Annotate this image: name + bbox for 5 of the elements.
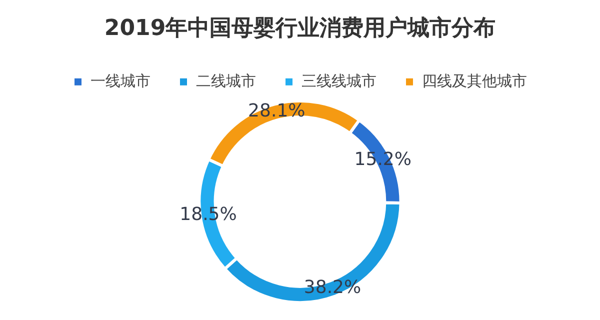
legend-label: 一线城市 [90,72,150,90]
legend-label: 三线线城市 [302,72,376,90]
chart-title: 2019年中国母婴行业消费用户城市分布 [104,14,496,41]
legend-label: 四线及其他城市 [422,72,527,90]
legend-label: 二线城市 [196,72,256,90]
